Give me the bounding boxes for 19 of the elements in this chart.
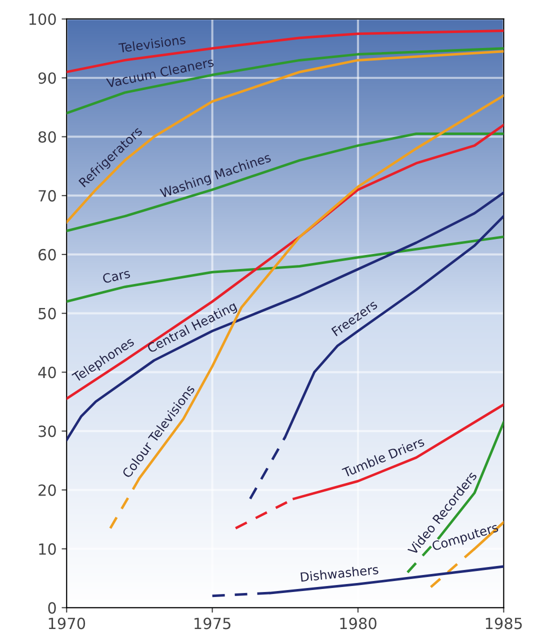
x-tick-label: 1975 (194, 618, 230, 630)
y-tick-label: 40 (38, 366, 56, 378)
y-tick-label: 60 (38, 248, 56, 260)
text: Vacuum Cleaners (106, 56, 214, 88)
y-tick-label: 70 (38, 190, 56, 202)
y-tick-label: 30 (38, 426, 56, 438)
x-tick-label: 1980 (340, 618, 376, 630)
y-tick-label: 80 (38, 131, 56, 143)
text: Televisions (118, 34, 186, 53)
y-tick-label: 90 (38, 72, 56, 84)
y-tick-label: 0 (48, 602, 56, 614)
text: Cars (102, 268, 130, 284)
x-tick-label: 1970 (48, 618, 86, 630)
text: Dishwashers (300, 564, 379, 582)
y-tick-label: 10 (39, 543, 56, 555)
y-tick-label: 20 (38, 484, 56, 496)
y-tick-label: 100 (29, 13, 56, 26)
x-tick-label: 1985 (486, 618, 522, 630)
y-tick-label: 50 (38, 308, 56, 320)
